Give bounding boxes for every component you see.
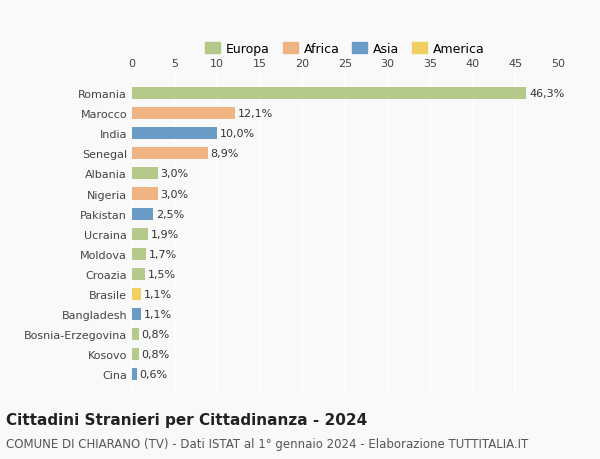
Bar xyxy=(132,328,139,340)
Text: 1,1%: 1,1% xyxy=(144,289,172,299)
Text: 12,1%: 12,1% xyxy=(238,109,273,119)
Text: 8,9%: 8,9% xyxy=(211,149,239,159)
Bar xyxy=(132,248,146,260)
Text: 1,7%: 1,7% xyxy=(149,249,177,259)
Bar xyxy=(132,268,145,280)
Text: 3,0%: 3,0% xyxy=(160,169,188,179)
Text: 10,0%: 10,0% xyxy=(220,129,255,139)
Bar xyxy=(132,148,208,160)
Text: COMUNE DI CHIARANO (TV) - Dati ISTAT al 1° gennaio 2024 - Elaborazione TUTTITALI: COMUNE DI CHIARANO (TV) - Dati ISTAT al … xyxy=(6,437,528,450)
Text: 1,5%: 1,5% xyxy=(148,269,175,279)
Bar xyxy=(132,308,142,320)
Bar xyxy=(132,88,526,100)
Text: 46,3%: 46,3% xyxy=(529,89,564,99)
Legend: Europa, Africa, Asia, America: Europa, Africa, Asia, America xyxy=(200,38,490,61)
Bar xyxy=(132,228,148,240)
Bar xyxy=(132,128,217,140)
Bar xyxy=(132,168,158,180)
Text: 0,8%: 0,8% xyxy=(142,329,170,339)
Text: Cittadini Stranieri per Cittadinanza - 2024: Cittadini Stranieri per Cittadinanza - 2… xyxy=(6,412,367,427)
Text: 0,6%: 0,6% xyxy=(140,369,168,379)
Text: 2,5%: 2,5% xyxy=(156,209,184,219)
Bar xyxy=(132,348,139,360)
Text: 1,1%: 1,1% xyxy=(144,309,172,319)
Bar xyxy=(132,368,137,380)
Text: 0,8%: 0,8% xyxy=(142,349,170,359)
Bar xyxy=(132,288,142,300)
Text: 1,9%: 1,9% xyxy=(151,229,179,239)
Bar xyxy=(132,188,158,200)
Bar xyxy=(132,208,154,220)
Bar xyxy=(132,108,235,120)
Text: 3,0%: 3,0% xyxy=(160,189,188,199)
